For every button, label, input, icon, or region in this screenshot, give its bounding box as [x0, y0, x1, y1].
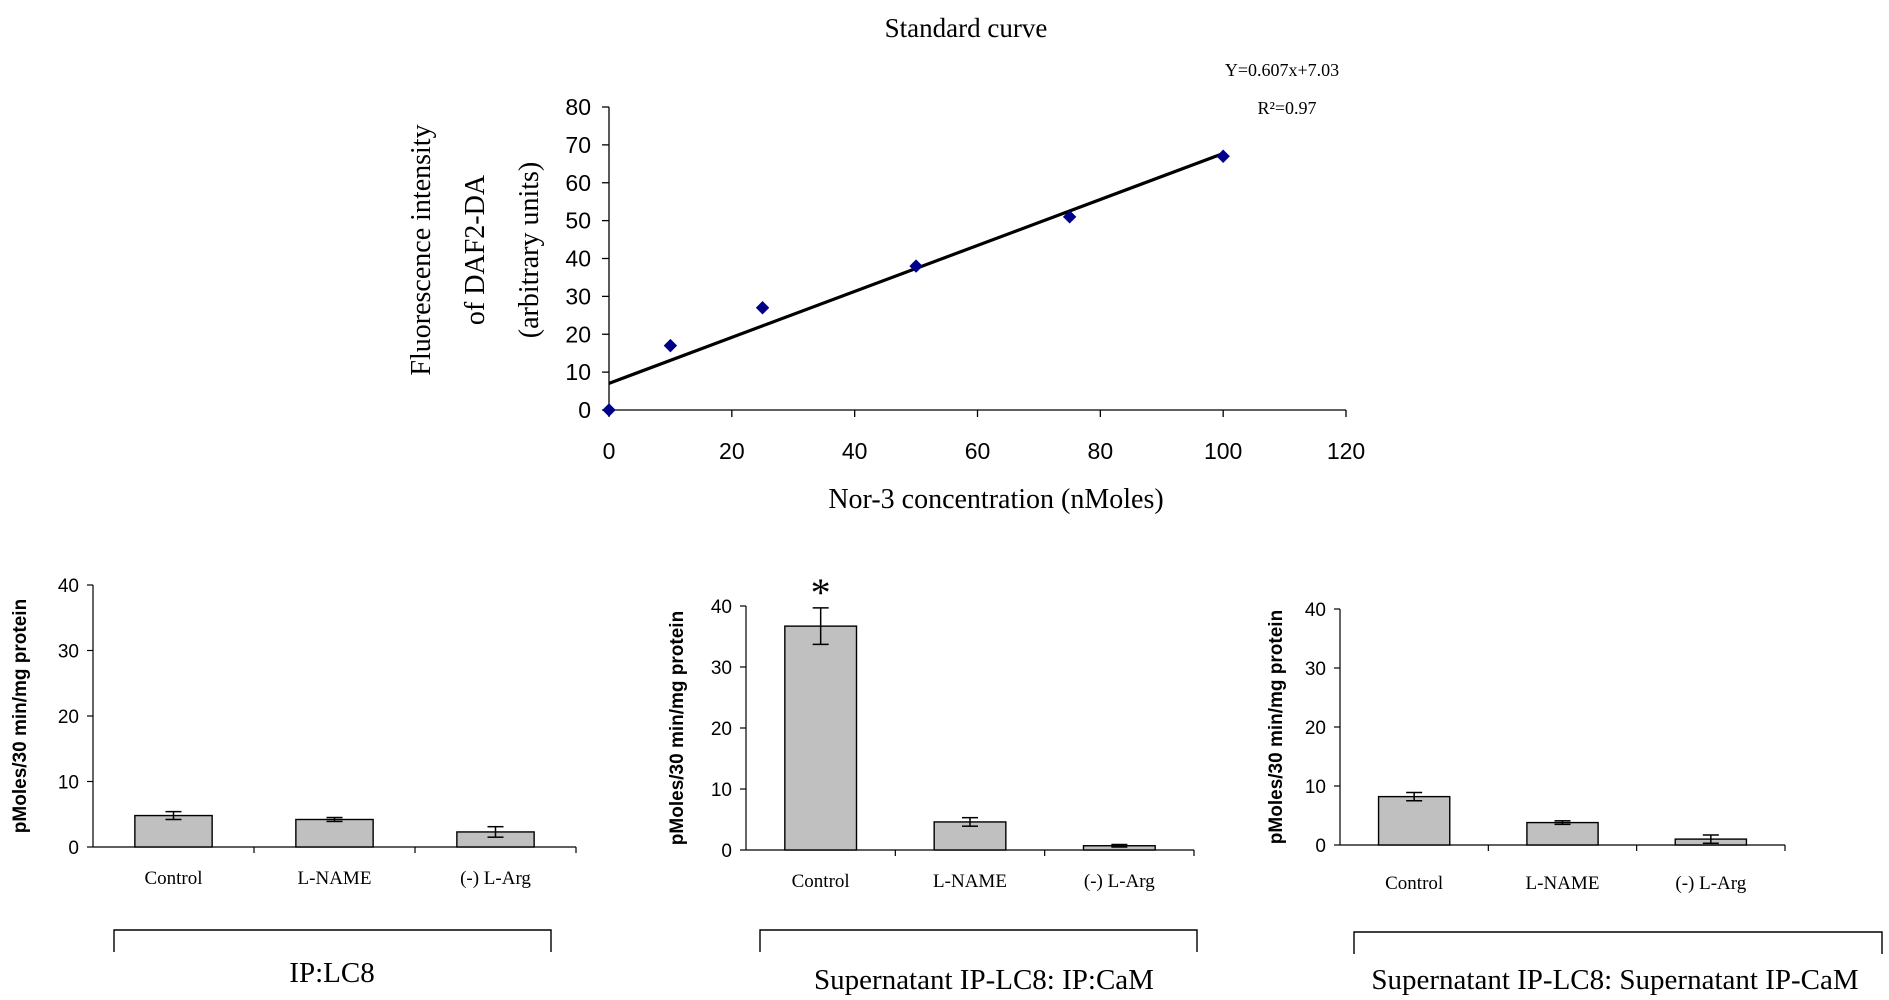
- y-tick-label: 10: [1305, 777, 1326, 798]
- data-point: [1062, 210, 1077, 224]
- y-tick-label: 30: [711, 658, 732, 679]
- y-tick-label: 0: [1315, 836, 1326, 857]
- y-tick-label: 60: [565, 170, 591, 196]
- bar-chart-ip-lc8: 0 10 20 30 40 Control L-NAME (-) L-Arg pMoles/30…: [10, 576, 577, 989]
- group-bracket: [113, 929, 552, 952]
- category-label: Control: [144, 868, 202, 889]
- y-tick-label: 70: [565, 132, 591, 158]
- x-axis-label: Nor-3 concentration (nMoles): [828, 484, 1163, 515]
- group-label: Supernatant IP-LC8: Supernatant IP-CaM: [1371, 964, 1858, 996]
- x-tick-label: 60: [965, 438, 991, 464]
- bar: [295, 818, 374, 848]
- y-tick-label: 10: [58, 773, 79, 794]
- category-label: (-) L-Arg: [1675, 873, 1746, 894]
- x-tick-label: 80: [1088, 438, 1114, 464]
- r-squared: R²=0.97: [1257, 98, 1316, 118]
- bar-chart-supernatant-supernatant-ip-cam: 0 10 20 30 40 Control L-NAME (-) L-Arg pMoles/30…: [1266, 600, 1883, 996]
- category-label: Control: [792, 871, 850, 892]
- x-tick-label: 40: [842, 438, 868, 464]
- y-tick-label: 30: [565, 283, 591, 309]
- y-axis-label-line: (arbitrary units): [514, 162, 545, 339]
- group-label: Supernatant IP-LC8: IP:CaM: [814, 964, 1154, 996]
- data-point: [663, 338, 678, 353]
- y-axis-label-line: Fluorescence intensity: [406, 124, 437, 375]
- x-tick-label: 0: [603, 438, 616, 464]
- data-point: [909, 259, 923, 273]
- y-tick-label: 20: [565, 321, 591, 347]
- x-tick-label: 120: [1327, 438, 1365, 464]
- y-tick-label: 20: [58, 707, 79, 728]
- y-tick-label: 40: [1305, 600, 1326, 621]
- group-label: IP:LC8: [289, 957, 374, 989]
- fit-equation: Y=0.607x+7.03: [1225, 60, 1339, 80]
- data-point: [1216, 149, 1230, 163]
- y-axis-label-line: of DAF2-DA: [460, 174, 491, 325]
- y-tick-label: 20: [711, 719, 732, 740]
- y-axis-label: pMoles/30 min/mg protein: [667, 611, 688, 845]
- category-label: L-NAME: [1526, 873, 1600, 894]
- y-tick-label: 0: [578, 397, 591, 423]
- y-tick-label: 50: [565, 208, 591, 234]
- chart-title: Standard curve: [885, 13, 1048, 43]
- y-axis-label: pMoles/30 min/mg protein: [10, 599, 31, 833]
- standard-curve-chart: Standard curve Y=0.607x+7.03 R²=0.97 0 10 20 3…: [406, 13, 1365, 515]
- y-axis-label: pMoles/30 min/mg protein: [1266, 610, 1287, 844]
- y-tick-label: 0: [68, 838, 79, 859]
- category-label: L-NAME: [298, 868, 372, 889]
- bar: [1377, 795, 1451, 846]
- bar: [134, 814, 213, 848]
- x-tick-label: 100: [1204, 438, 1242, 464]
- group-bracket: [759, 929, 1198, 952]
- bar: [1526, 821, 1599, 846]
- category-label: L-NAME: [933, 871, 1007, 892]
- y-tick-label: 30: [58, 642, 79, 663]
- data-point: [602, 403, 616, 417]
- y-tick-label: 30: [1305, 659, 1326, 680]
- y-tick-label: 40: [58, 576, 79, 597]
- y-tick-label: 20: [1305, 718, 1326, 739]
- category-label: Control: [1385, 873, 1443, 894]
- data-point: [755, 301, 770, 315]
- y-tick-label: 10: [565, 359, 591, 385]
- y-tick-label: 10: [711, 780, 732, 801]
- y-tick-label: 40: [711, 597, 732, 618]
- x-tick-label: 20: [719, 438, 745, 464]
- group-bracket: [1353, 931, 1883, 954]
- bar: [784, 625, 858, 851]
- y-tick-label: 0: [721, 841, 732, 862]
- category-label: (-) L-Arg: [1084, 871, 1155, 892]
- significance-asterisk: *: [811, 570, 831, 615]
- category-label: (-) L-Arg: [460, 868, 531, 889]
- y-tick-label: 80: [565, 94, 591, 120]
- y-tick-label: 40: [565, 246, 591, 272]
- bar-chart-supernatant-ip-cam: 0 10 20 30 40 Control L-NAME (-) L-Arg * pMoles/3…: [667, 570, 1198, 996]
